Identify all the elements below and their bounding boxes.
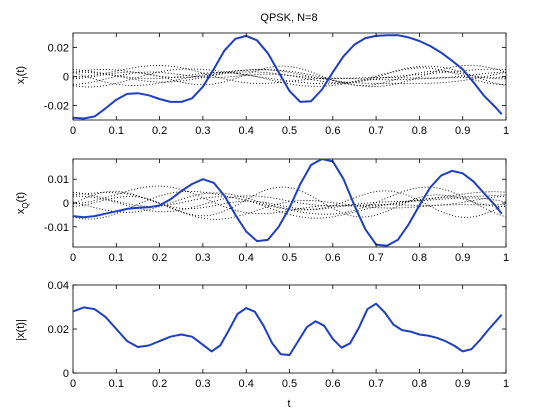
x-tick-label: 0.2 xyxy=(152,125,167,137)
x-tick-label: 0.2 xyxy=(152,252,167,264)
x-tick-label: 0.8 xyxy=(412,125,427,137)
background-trace xyxy=(73,192,506,220)
y-axis-label-magnitude: |x(t)| xyxy=(15,319,27,341)
x-tick-label: 0.9 xyxy=(455,252,470,264)
y-tick-label: -0.01 xyxy=(44,222,69,234)
background-trace xyxy=(73,65,506,87)
x-tick-label: 0.2 xyxy=(152,378,167,390)
plot-area xyxy=(72,284,507,374)
background-trace xyxy=(73,69,506,84)
panel-magnitude: 0 0.1 0.2 0.3 0.4 0.5 0.6 0.7 0.8 0.9 1 0 0.02 0.04 xyxy=(48,280,509,390)
x-tick-label: 0.4 xyxy=(239,252,254,264)
y-tick-label: -0.02 xyxy=(44,101,69,113)
background-trace xyxy=(73,186,506,218)
x-tick-label: 0.6 xyxy=(325,125,340,137)
y-tick-label: 0 xyxy=(63,198,69,210)
series-line xyxy=(73,302,503,356)
x-tick-label: 0.9 xyxy=(455,378,470,390)
x-tick-label: 0.6 xyxy=(325,378,340,390)
x-tick-label: 0.8 xyxy=(412,252,427,264)
x-tick-label: 1 xyxy=(503,378,509,390)
x-tick-label: 0.4 xyxy=(239,378,254,390)
plot-area xyxy=(72,32,507,121)
background-trace xyxy=(73,186,506,220)
panel-quadrature: 0 0.1 0.2 0.3 0.4 0.5 0.6 0.7 0.8 0.9 1 -0.01 0 0.01 xyxy=(44,158,509,264)
x-tick-label: 0 xyxy=(70,252,76,264)
series-line xyxy=(73,159,503,247)
x-tick-label: 0.7 xyxy=(368,252,383,264)
x-tick-label: 0.1 xyxy=(109,378,124,390)
y-axis-label-quadrature: xQ(t) xyxy=(15,192,30,214)
x-tick-label: 0.5 xyxy=(282,378,297,390)
y-tick-label: 0 xyxy=(63,72,69,84)
y-tick-label: 0.04 xyxy=(48,280,69,292)
x-tick-label: 0 xyxy=(70,125,76,137)
x-tick-label: 0.9 xyxy=(455,125,470,137)
x-tick-label: 0.5 xyxy=(282,125,297,137)
x-tick-label: 0.3 xyxy=(195,252,210,264)
x-tick-label: 1 xyxy=(503,125,509,137)
x-tick-label: 1 xyxy=(503,252,509,264)
x-axis-label: t xyxy=(287,398,290,410)
series-line xyxy=(73,34,503,120)
y-tick-label: 0.02 xyxy=(48,324,69,336)
x-tick-label: 0.1 xyxy=(109,125,124,137)
y-axis-label-in-phase: xI(t) xyxy=(15,66,30,84)
background-trace xyxy=(73,64,506,87)
background-trace xyxy=(73,71,506,83)
plot-area xyxy=(72,158,507,248)
x-tick-label: 0.7 xyxy=(368,125,383,137)
x-tick-label: 0.3 xyxy=(195,378,210,390)
chart-title: QPSK, N=8 xyxy=(260,12,317,24)
y-tick-label: 0 xyxy=(63,368,69,380)
background-trace xyxy=(73,68,506,87)
x-tick-label: 0 xyxy=(70,378,76,390)
x-tick-label: 0.6 xyxy=(325,252,340,264)
x-tick-label: 0.1 xyxy=(109,252,124,264)
y-tick-label: 0.01 xyxy=(48,174,69,186)
x-tick-label: 0.5 xyxy=(282,252,297,264)
x-tick-label: 0.7 xyxy=(368,378,383,390)
x-tick-label: 0.8 xyxy=(412,378,427,390)
y-tick-label: 0.02 xyxy=(48,43,69,55)
x-tick-label: 0.3 xyxy=(195,125,210,137)
x-tick-label: 0.4 xyxy=(239,125,254,137)
background-trace xyxy=(73,65,506,88)
